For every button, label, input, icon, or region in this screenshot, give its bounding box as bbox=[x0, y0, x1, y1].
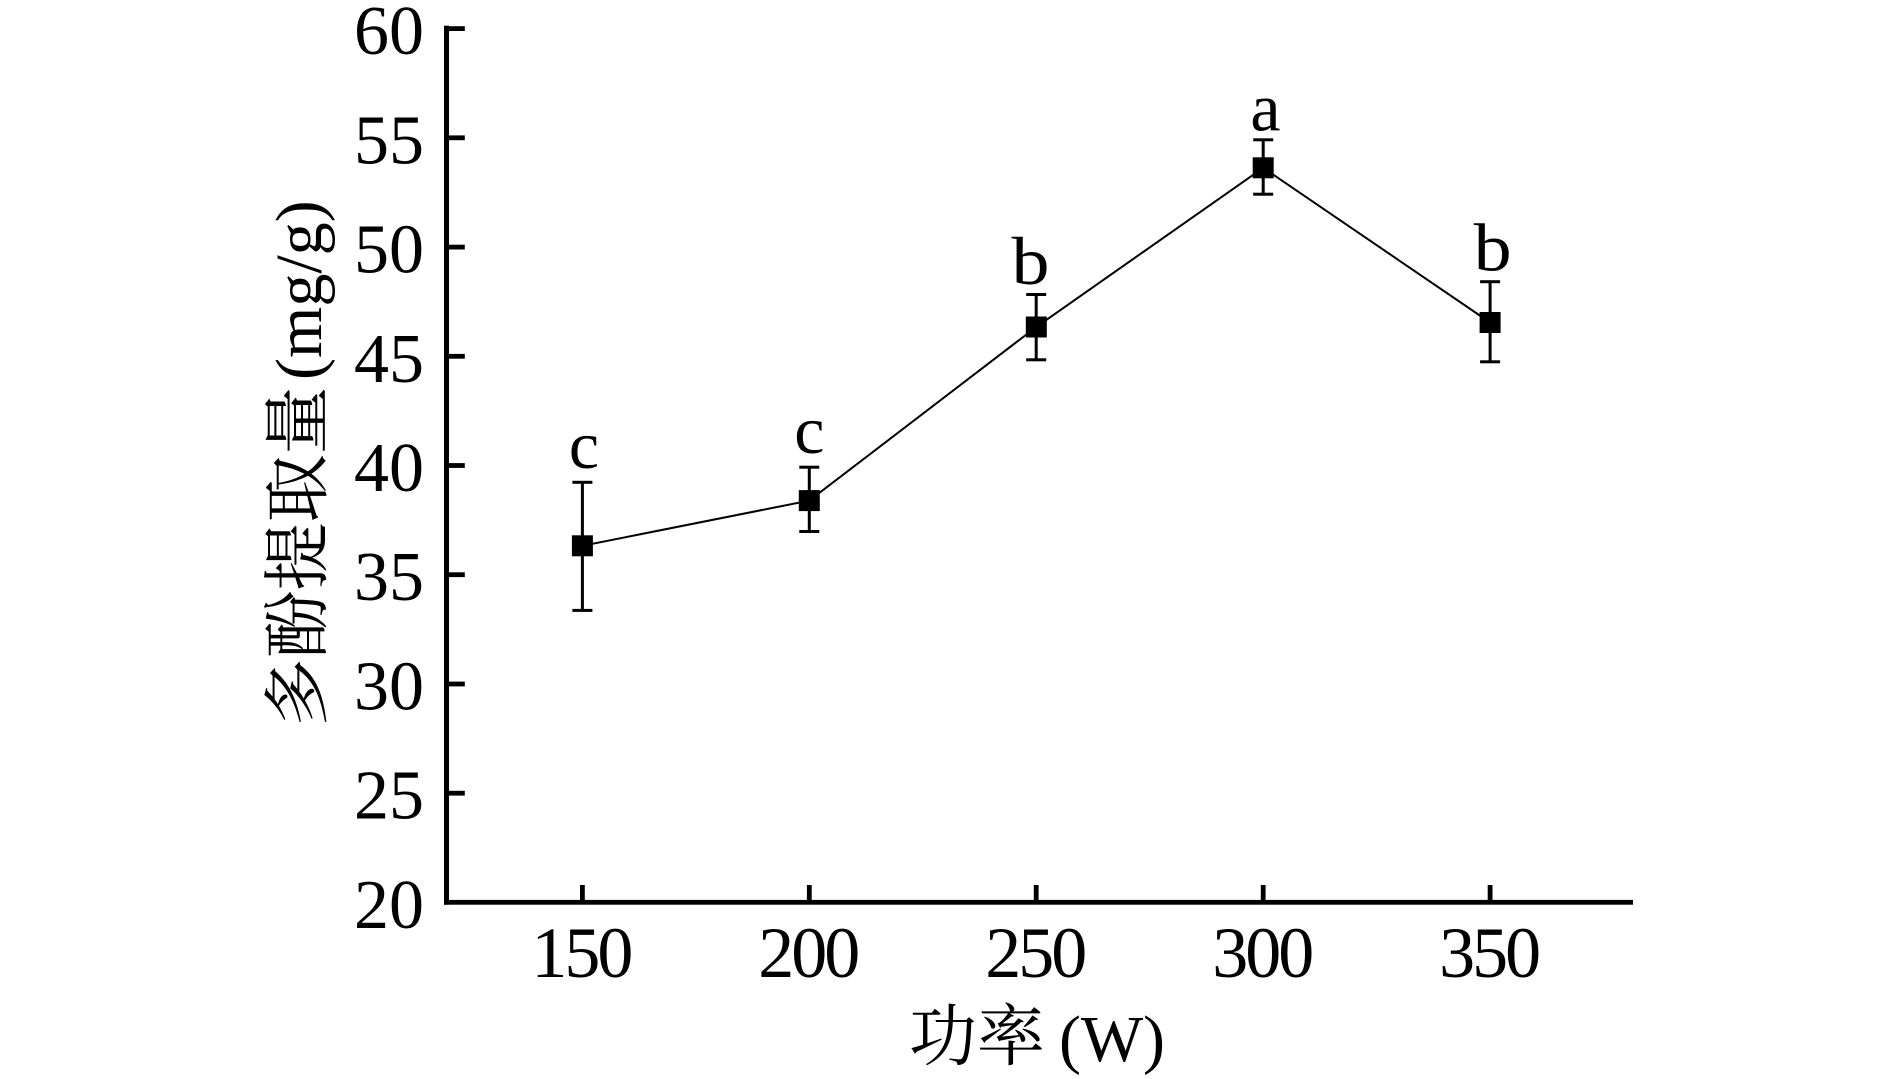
svg-text:50: 50 bbox=[354, 212, 424, 289]
svg-text:150: 150 bbox=[531, 913, 633, 993]
svg-text:20: 20 bbox=[354, 867, 424, 944]
svg-text:45: 45 bbox=[354, 321, 424, 398]
svg-text:b: b bbox=[1474, 210, 1512, 286]
svg-text:(W): (W) bbox=[1059, 1003, 1165, 1076]
svg-text:b: b bbox=[1012, 223, 1050, 299]
svg-text:200: 200 bbox=[758, 913, 860, 993]
svg-text:30: 30 bbox=[354, 649, 424, 726]
svg-text:(mg/g): (mg/g) bbox=[263, 200, 336, 380]
svg-text:250: 250 bbox=[985, 913, 1087, 993]
svg-text:350: 350 bbox=[1439, 913, 1541, 993]
svg-text:40: 40 bbox=[354, 430, 424, 507]
svg-text:55: 55 bbox=[354, 102, 424, 179]
svg-text:c: c bbox=[569, 407, 599, 483]
svg-text:300: 300 bbox=[1212, 913, 1314, 993]
svg-text:c: c bbox=[794, 392, 824, 468]
svg-text:25: 25 bbox=[354, 758, 424, 835]
svg-text:a: a bbox=[1250, 70, 1280, 146]
svg-text:60: 60 bbox=[354, 0, 424, 70]
svg-text:35: 35 bbox=[354, 539, 424, 616]
